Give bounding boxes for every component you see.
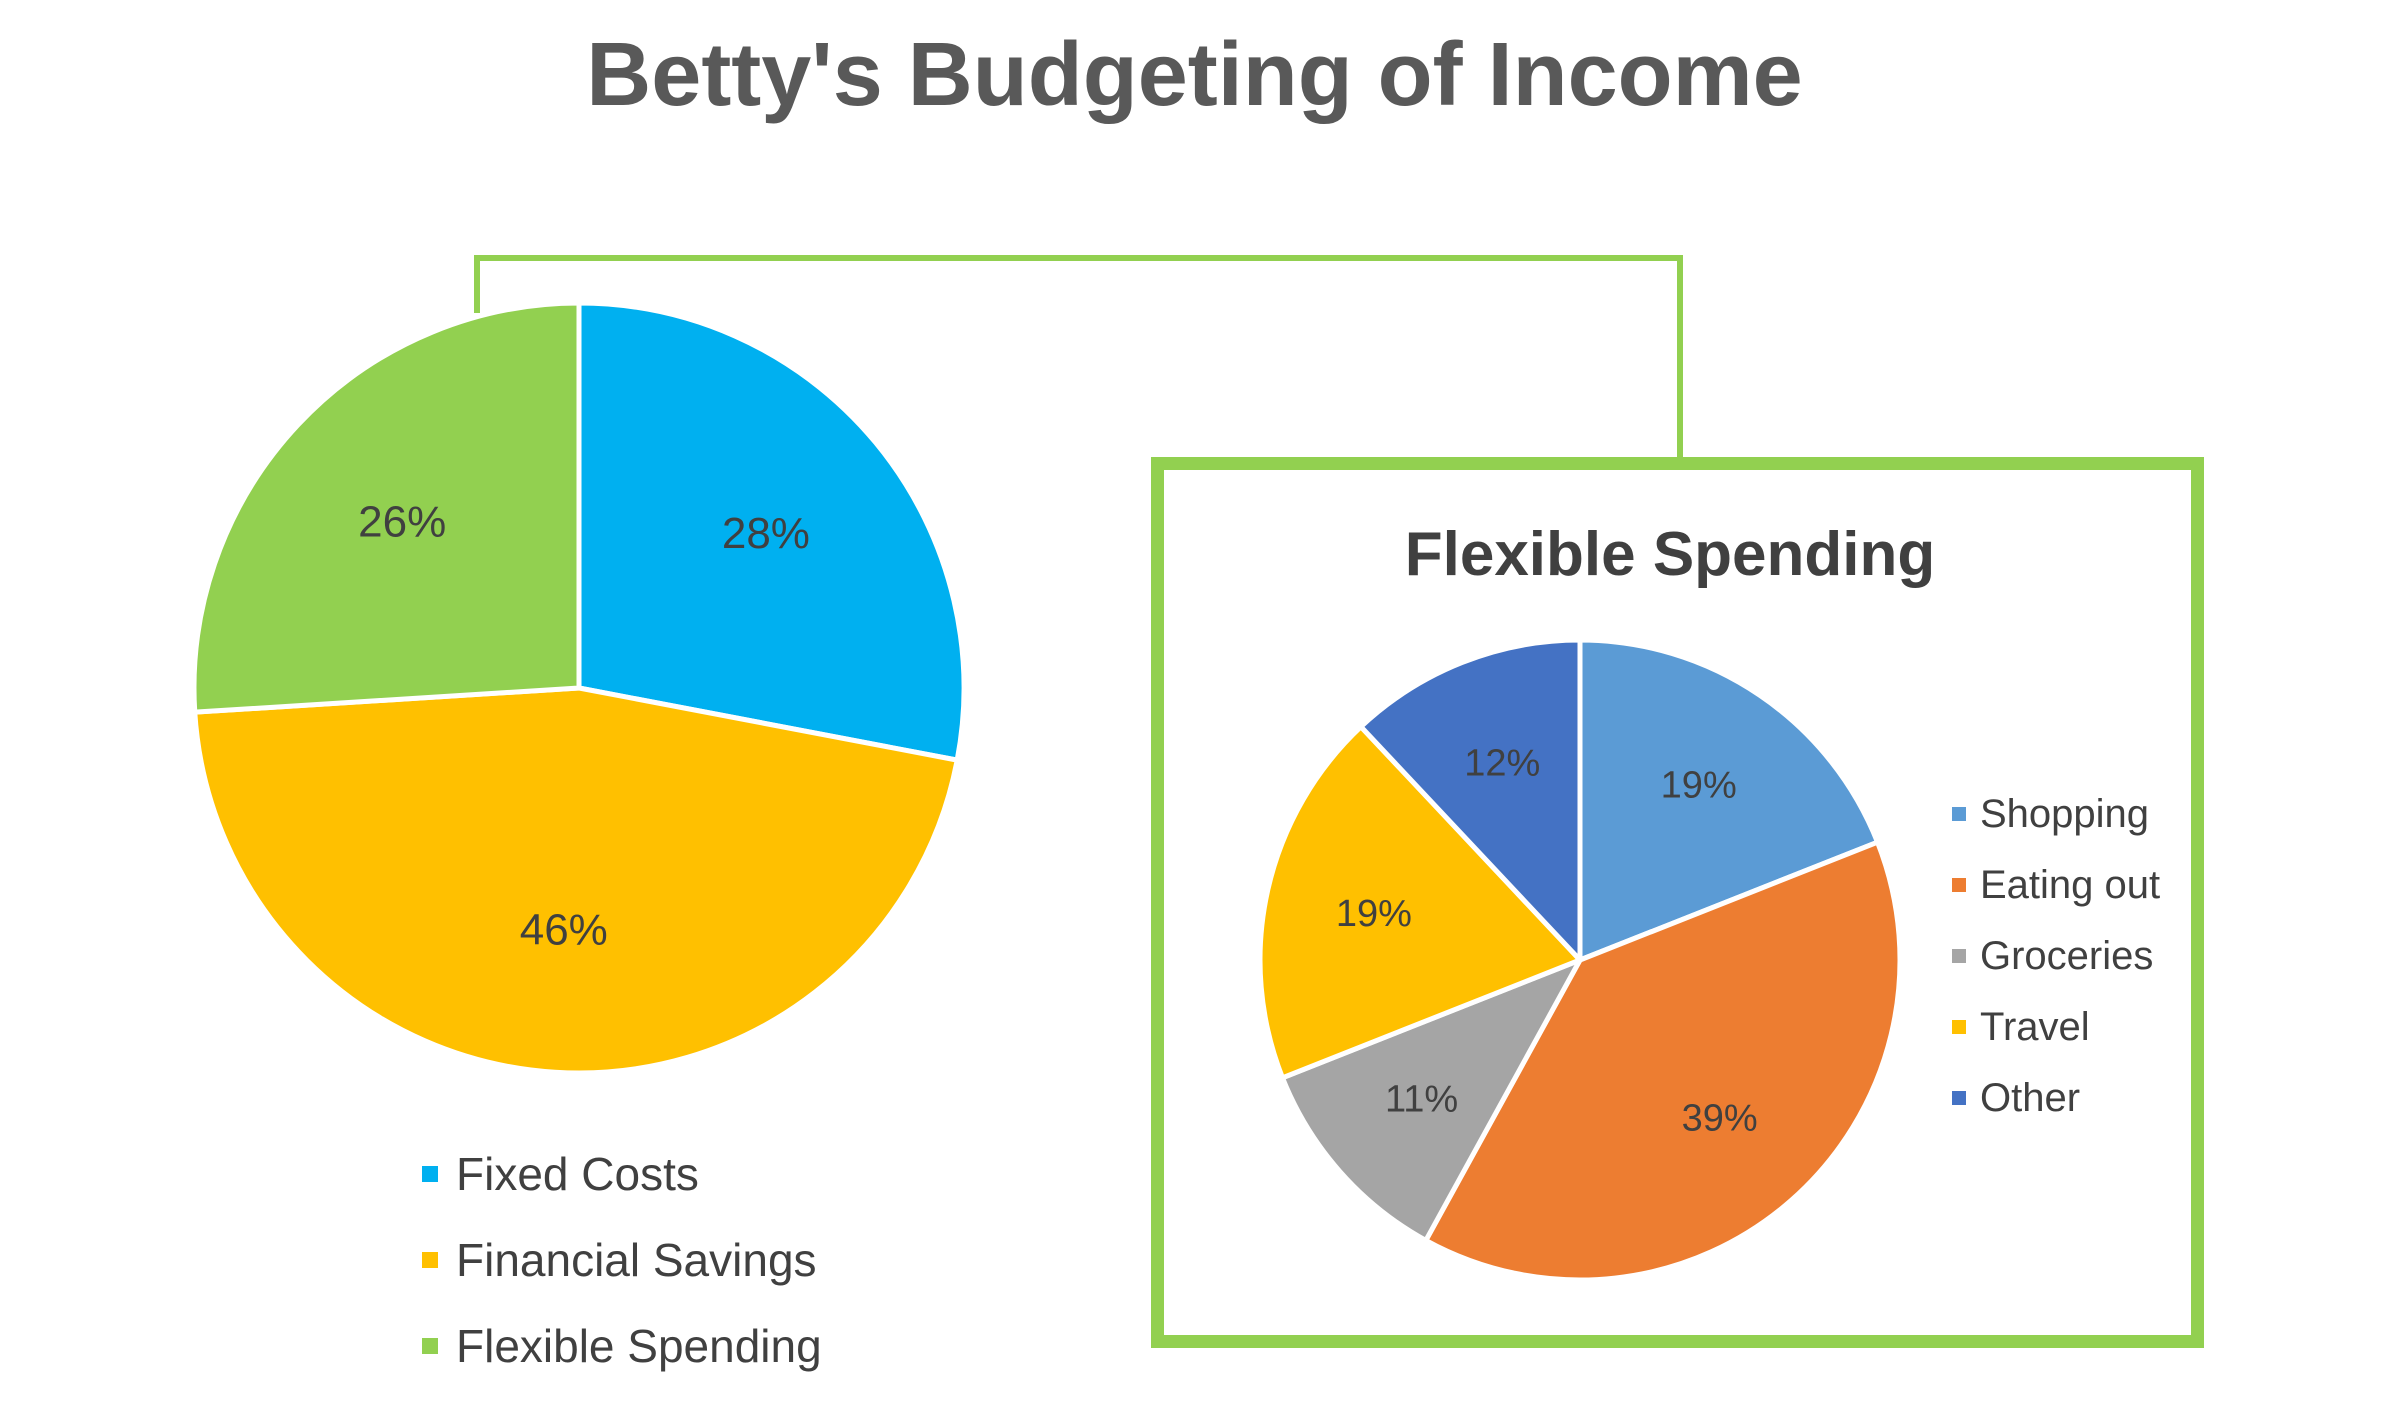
sub-chart-title: Flexible Spending	[1404, 520, 1936, 589]
main-data-label-flexible-spending: 26%	[358, 497, 446, 546]
sub-legend-item-shopping: Shopping	[1952, 790, 2149, 838]
sub-legend-swatch-groceries	[1952, 949, 1966, 963]
main-data-label-financial-savings: 46%	[520, 906, 608, 955]
main-legend-item-flexible-spending: Flexible Spending	[422, 1318, 822, 1373]
sub-data-label-groceries: 11%	[1385, 1079, 1458, 1121]
sub-legend-swatch-eating-out	[1952, 878, 1966, 892]
connector-line	[474, 255, 1683, 457]
sub-legend-label-groceries: Groceries	[1980, 933, 2154, 978]
main-legend-swatch-financial-savings	[422, 1251, 438, 1268]
sub-slice-travel	[1257, 724, 1583, 1081]
main-pie: 28% 46% 26%	[191, 300, 967, 1076]
main-data-label-fixed-costs: 28%	[722, 509, 810, 558]
sub-legend-item-other: Other	[1952, 1074, 2080, 1122]
main-slice-fixed-costs	[576, 300, 967, 763]
chart-title: Betty's Budgeting of Income	[586, 25, 1803, 125]
main-legend-item-financial-savings: Financial Savings	[422, 1232, 817, 1287]
sub-legend-swatch-travel	[1952, 1020, 1966, 1034]
sub-data-label-travel: 19%	[1336, 893, 1412, 935]
sub-data-label-eating-out: 39%	[1682, 1097, 1758, 1139]
sub-pie: 19% 39% 11% 19% 12%	[1257, 637, 1903, 1283]
sub-legend-label-shopping: Shopping	[1980, 791, 2150, 836]
sub-slice-eating-out	[1423, 839, 1903, 1283]
main-legend-swatch-fixed-costs	[422, 1165, 438, 1182]
sub-slice-shopping	[1577, 637, 1881, 963]
sub-legend-label-other: Other	[1980, 1075, 2081, 1120]
sub-legend-label-eating-out: Eating out	[1980, 862, 2161, 907]
main-legend-label-financial-savings: Financial Savings	[456, 1233, 817, 1286]
sub-slice-groceries	[1279, 957, 1583, 1243]
sub-slice-other	[1358, 637, 1583, 963]
sub-legend-item-travel: Travel	[1952, 1003, 2090, 1051]
sub-legend-item-groceries: Groceries	[1952, 932, 2153, 980]
sub-legend-swatch-shopping	[1952, 807, 1966, 821]
main-legend-item-fixed-costs: Fixed Costs	[422, 1146, 699, 1201]
sub-legend-label-travel: Travel	[1980, 1004, 2090, 1049]
sub-data-label-shopping: 19%	[1661, 764, 1737, 806]
main-slice-financial-savings	[192, 685, 960, 1076]
main-legend-label-flexible-spending: Flexible Spending	[456, 1319, 822, 1372]
sub-data-label-other: 12%	[1464, 743, 1540, 785]
sub-legend-item-eating-out: Eating out	[1952, 861, 2160, 909]
main-legend-label-fixed-costs: Fixed Costs	[456, 1147, 699, 1200]
main-slice-flexible-spending	[191, 300, 582, 715]
main-legend-swatch-flexible-spending	[422, 1337, 438, 1354]
sub-legend-swatch-other	[1952, 1091, 1966, 1105]
